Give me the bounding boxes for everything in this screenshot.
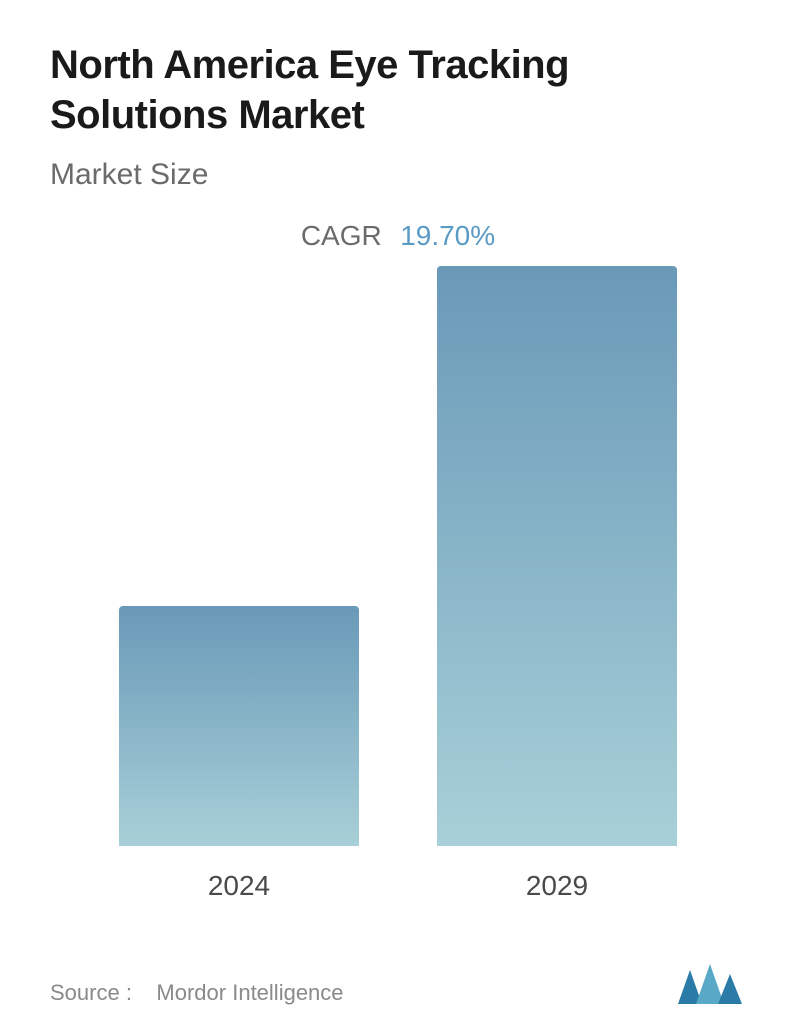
category-label-0: 2024 xyxy=(208,870,270,902)
bar-1 xyxy=(437,266,677,846)
cagr-value: 19.70% xyxy=(400,220,495,252)
category-label-1: 2029 xyxy=(526,870,588,902)
chart-subtitle: Market Size xyxy=(50,158,746,192)
chart-container: North America Eye Tracking Solutions Mar… xyxy=(0,0,796,1034)
source-label: Source : xyxy=(50,980,132,1005)
bar-0 xyxy=(119,606,359,846)
bar-group-0: 2024 xyxy=(119,606,359,902)
source-name: Mordor Intelligence xyxy=(156,980,343,1005)
chart-footer: Source : Mordor Intelligence xyxy=(50,962,746,1006)
brand-logo-icon xyxy=(676,962,746,1006)
bar-group-1: 2029 xyxy=(437,266,677,902)
cagr-row: CAGR 19.70% xyxy=(50,220,746,252)
source-text: Source : Mordor Intelligence xyxy=(50,980,344,1006)
cagr-label: CAGR xyxy=(301,220,382,252)
chart-title: North America Eye Tracking Solutions Mar… xyxy=(50,40,746,140)
chart-plot-area: 2024 2029 xyxy=(50,292,746,902)
